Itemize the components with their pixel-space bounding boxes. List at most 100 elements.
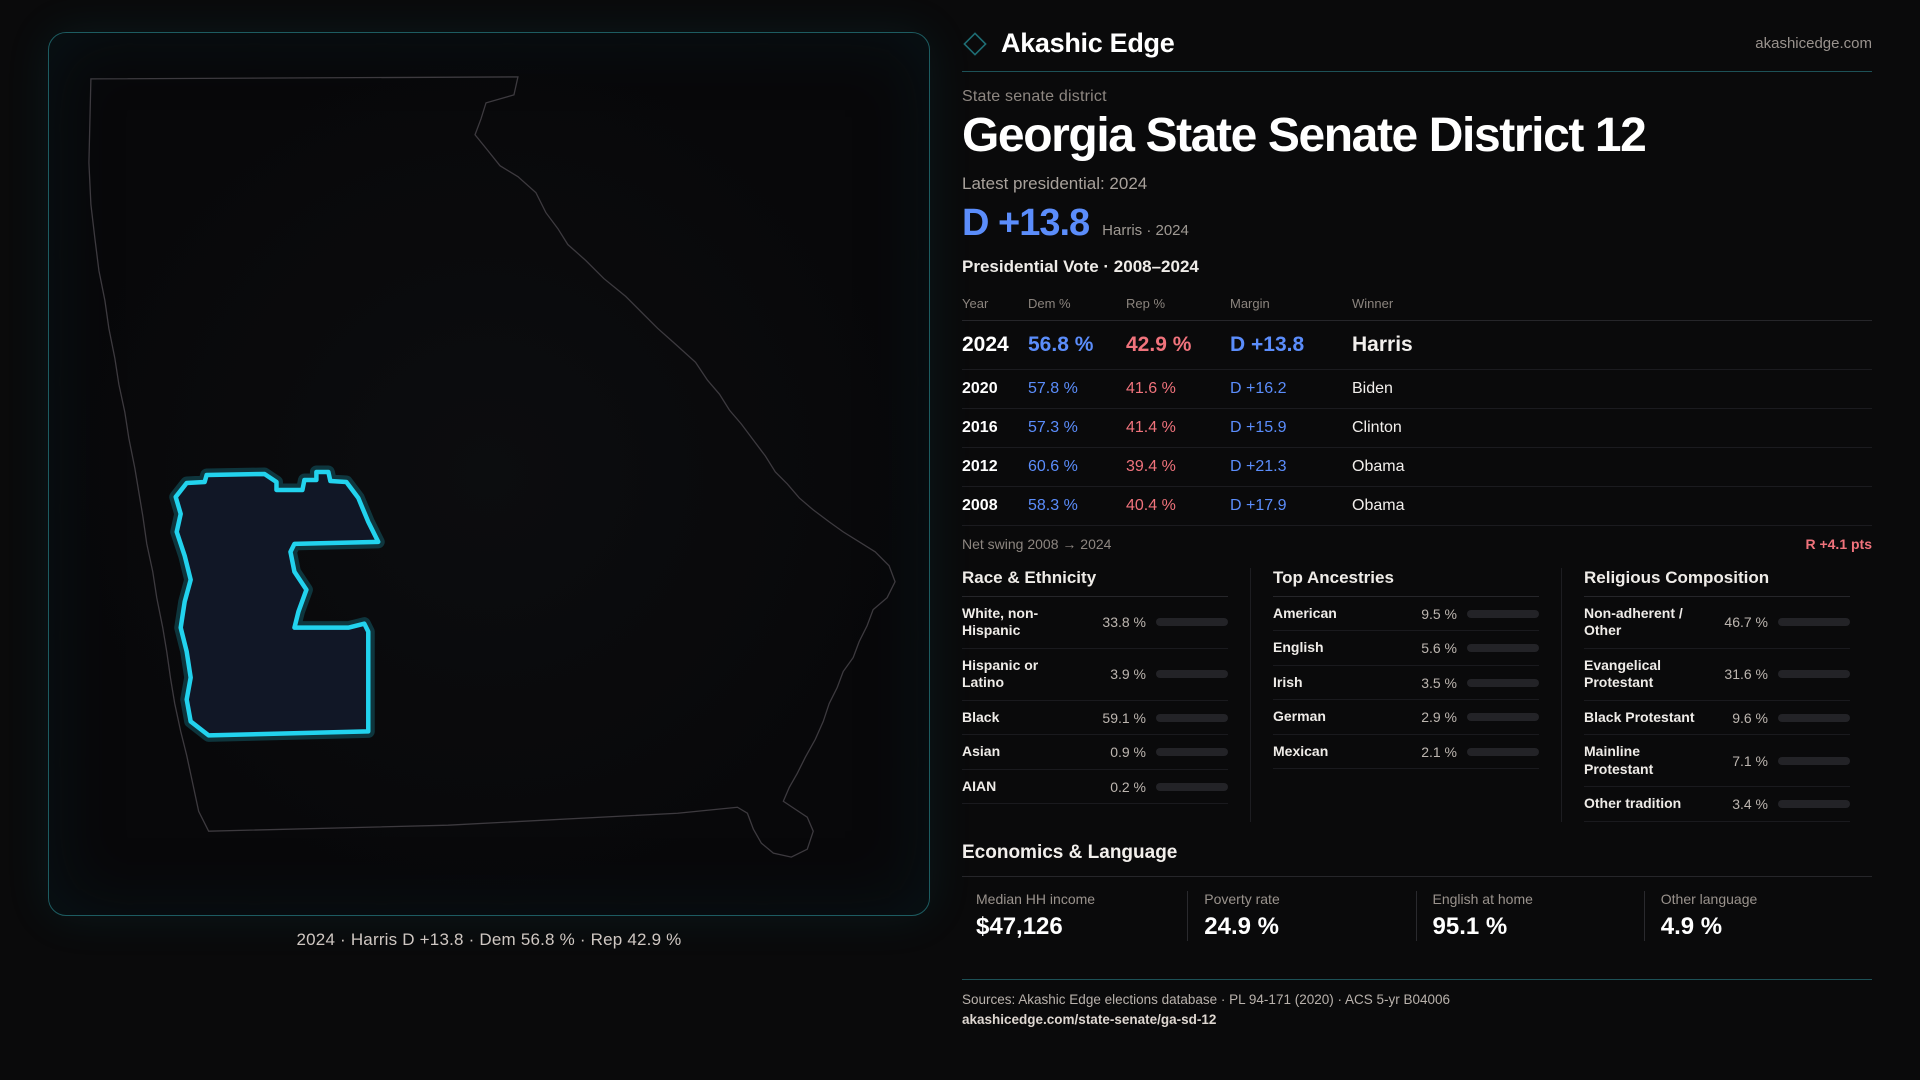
race-bar-track [1156, 670, 1228, 679]
race-label: Black [962, 708, 1000, 725]
site-url: akashicedge.com [1755, 35, 1872, 52]
brand: Akashic Edge [962, 28, 1175, 59]
page-kicker: State senate district [962, 88, 1107, 105]
cell-winner: Biden [1352, 369, 1872, 409]
religion-bar-track [1778, 670, 1850, 679]
cell-rep: 42.9 % [1126, 320, 1230, 370]
economics-heading: Economics & Language [962, 841, 1178, 863]
religion-heading: Religious Composition [1584, 568, 1850, 597]
table-header-row: Year Dem % Rep % Margin Winner [962, 288, 1872, 321]
race-bar-track [1156, 713, 1228, 722]
ancestry-bar-track [1467, 713, 1539, 722]
cell-margin: D +17.9 [1230, 486, 1352, 526]
religion-bar-track [1778, 756, 1850, 765]
econ-card: English at home 95.1 % [1415, 890, 1644, 941]
race-ethnicity-column: Race & Ethnicity White, non-Hispanic 33.… [962, 568, 1250, 822]
cell-winner: Obama [1352, 486, 1872, 526]
race-row: Hispanic or Latino 3.9 % [962, 649, 1228, 701]
econ-value: 95.1 % [1432, 912, 1508, 940]
race-row: White, non-Hispanic 33.8 % [962, 597, 1228, 649]
religion-value: 3.4 % [1732, 796, 1768, 813]
ancestry-value: 2.9 % [1421, 709, 1457, 726]
ancestry-label: English [1273, 639, 1324, 656]
race-bar-track [1156, 618, 1228, 627]
cell-year: 2020 [962, 369, 1028, 409]
race-bar-track [1156, 748, 1228, 757]
ancestry-value: 2.1 % [1421, 743, 1457, 760]
race-row: Asian 0.9 % [962, 735, 1228, 770]
cell-rep: 39.4 % [1126, 447, 1230, 487]
race-value: 0.2 % [1110, 778, 1146, 795]
table-row[interactable]: 2020 57.8 % 41.6 % D +16.2 Biden [962, 369, 1872, 409]
cell-rep: 41.4 % [1126, 408, 1230, 448]
religion-bar-track [1778, 800, 1850, 809]
cell-winner: Clinton [1352, 408, 1872, 448]
footer-url[interactable]: akashicedge.com/state-senate/ga-sd-12 [962, 1011, 1217, 1027]
religion-row: Evangelical Protestant 31.6 % [1584, 649, 1850, 701]
ancestry-row: German 2.9 % [1273, 700, 1539, 735]
ancestry-row: Irish 3.5 % [1273, 666, 1539, 701]
col-year: Year [962, 288, 1028, 321]
religion-label: Evangelical Protestant [1584, 656, 1662, 691]
cell-year: 2024 [962, 320, 1028, 370]
ancestry-value: 5.6 % [1421, 640, 1457, 657]
footer-sources: Sources: Akashic Edge elections database… [962, 991, 1451, 1007]
economics-grid: Median HH income $47,126 Poverty rate 24… [962, 875, 1872, 941]
econ-card: Other language 4.9 % [1643, 890, 1872, 941]
table-row[interactable]: 2024 56.8 % 42.9 % D +13.8 Harris [962, 320, 1872, 370]
col-rep: Rep % [1126, 288, 1230, 321]
ancestry-value: 9.5 % [1421, 605, 1457, 622]
col-dem: Dem % [1028, 288, 1126, 321]
religion-value: 46.7 % [1724, 614, 1768, 631]
econ-label: Poverty rate [1204, 890, 1280, 907]
cell-year: 2012 [962, 447, 1028, 487]
ancestry-bar-track [1467, 644, 1539, 653]
econ-value: 24.9 % [1204, 912, 1279, 940]
table-row[interactable]: 2012 60.6 % 39.4 % D +21.3 Obama [962, 447, 1872, 487]
ancestry-column: Top Ancestries American 9.5 % English 5.… [1250, 567, 1561, 822]
race-value: 59.1 % [1102, 709, 1146, 726]
religion-bar-track [1778, 618, 1850, 627]
cell-dem: 57.3 % [1028, 408, 1126, 448]
net-swing-value: R +4.1 pts [1805, 535, 1872, 552]
religion-column: Religious Composition Non-adherent / Oth… [1561, 567, 1872, 822]
district-shape[interactable] [173, 469, 381, 738]
econ-label: English at home [1432, 890, 1533, 907]
ancestry-value: 3.5 % [1421, 674, 1457, 691]
table-row[interactable]: 2016 57.3 % 41.4 % D +15.9 Clinton [962, 408, 1872, 448]
cell-margin: D +21.3 [1230, 447, 1352, 487]
cell-margin: D +16.2 [1230, 369, 1352, 409]
cell-margin: D +15.9 [1230, 408, 1352, 448]
header-bar: Akashic Edge akashicedge.com [962, 28, 1872, 72]
race-label: AIAN [962, 777, 997, 794]
cell-dem: 56.8 % [1028, 320, 1126, 370]
presidential-vote-table: Year Dem % Rep % Margin Winner 2024 56.8… [962, 288, 1872, 526]
brand-name: Akashic Edge [1001, 28, 1175, 58]
table-row[interactable]: 2008 58.3 % 40.4 % D +17.9 Obama [962, 486, 1872, 526]
cell-dem: 60.6 % [1028, 447, 1126, 487]
state-outline [88, 76, 896, 858]
religion-label: Mainline Protestant [1584, 743, 1654, 777]
econ-label: Other language [1660, 890, 1758, 907]
race-value: 3.9 % [1110, 666, 1146, 683]
ancestry-row: Mexican 2.1 % [1273, 735, 1539, 770]
ancestry-bar-track [1467, 678, 1539, 687]
religion-label: Black Protestant [1584, 708, 1695, 725]
cell-rep: 41.6 % [1126, 369, 1230, 409]
ancestry-heading: Top Ancestries [1273, 568, 1539, 597]
religion-row: Mainline Protestant 7.1 % [1584, 735, 1850, 788]
race-row: Black 59.1 % [962, 701, 1228, 736]
latest-presidential-label: Latest presidential: 2024 [962, 173, 1148, 193]
col-winner: Winner [1352, 288, 1872, 321]
race-label: Hispanic or Latino [962, 656, 1039, 691]
cell-margin: D +13.8 [1230, 320, 1352, 370]
cell-dem: 57.8 % [1028, 369, 1126, 409]
econ-value: $47,126 [976, 912, 1063, 940]
religion-row: Black Protestant 9.6 % [1584, 701, 1850, 736]
headline-margin-value: D +13.8 [962, 201, 1090, 244]
religion-label: Other tradition [1584, 795, 1682, 812]
headline-margin-sub: Harris · 2024 [1102, 221, 1189, 239]
district-map[interactable] [49, 33, 929, 915]
religion-label: Non-adherent / Other [1584, 604, 1683, 639]
cell-winner: Harris [1352, 320, 1872, 370]
